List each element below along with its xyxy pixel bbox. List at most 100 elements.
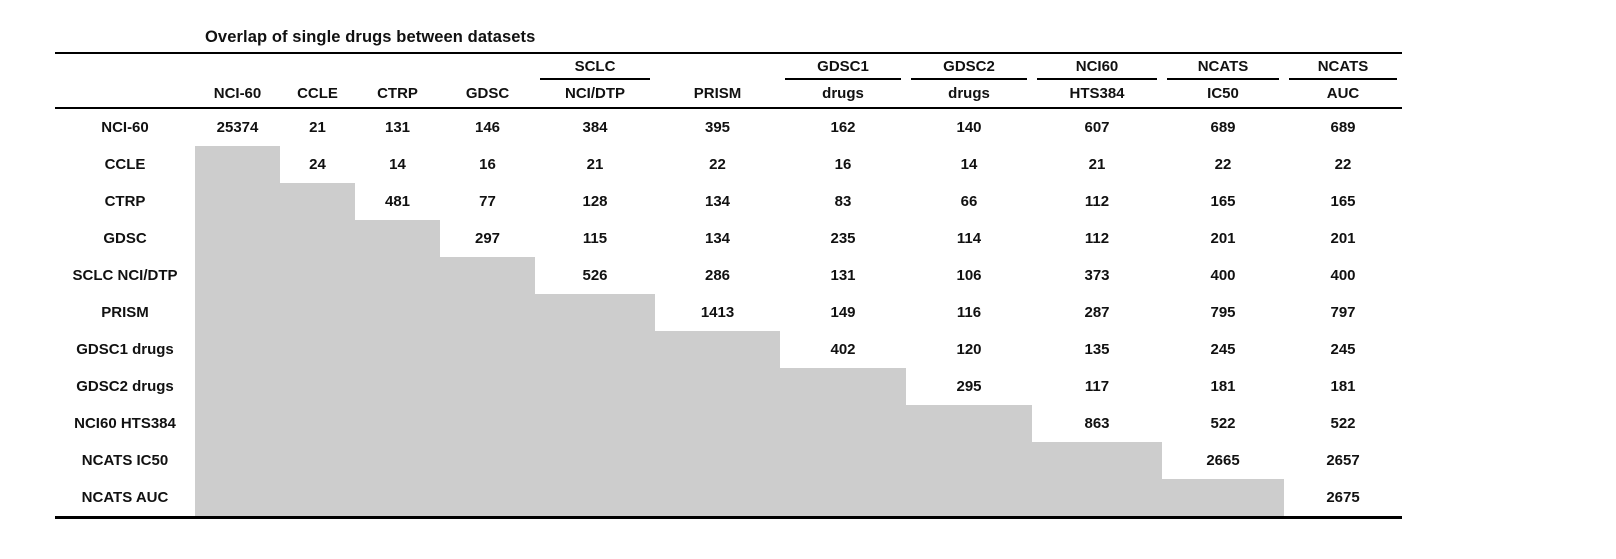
value-cell: 120 <box>956 341 982 358</box>
overlap-table-container: Overlap of single drugs between datasets… <box>55 24 1402 519</box>
value-cell: 21 <box>586 156 604 173</box>
group-header-label: GDSC1 <box>785 58 901 80</box>
masked-cell <box>195 146 280 183</box>
column-header: AUC <box>1284 80 1402 109</box>
group-header-empty <box>440 54 535 80</box>
value-cell: 162 <box>830 119 856 136</box>
value-cell: 25374 <box>216 119 259 136</box>
column-header: NCI-60 <box>195 80 280 109</box>
row-label: NCI60 HTS384 <box>74 415 176 432</box>
value-cell: 134 <box>704 230 731 247</box>
value-cell: 22 <box>1334 156 1352 173</box>
masked-cell <box>280 294 355 331</box>
value-cell: 112 <box>1084 230 1110 247</box>
masked-cell <box>1032 479 1162 519</box>
row-label: NCATS IC50 <box>81 452 169 469</box>
value-cell: 116 <box>956 304 982 321</box>
group-header-label: NCATS <box>1167 58 1279 80</box>
masked-cell <box>355 368 440 405</box>
column-header: drugs <box>780 80 906 109</box>
group-header: SCLC <box>535 54 655 80</box>
value-cell: 146 <box>474 119 501 136</box>
value-cell: 400 <box>1330 267 1356 284</box>
masked-cell <box>655 368 780 405</box>
value-cell: 181 <box>1210 378 1236 395</box>
value-cell: 131 <box>830 267 856 284</box>
masked-cell <box>655 479 780 519</box>
masked-cell <box>440 294 535 331</box>
value-cell: 795 <box>1210 304 1236 321</box>
corner-cell <box>55 54 195 80</box>
value-cell: 114 <box>956 230 982 247</box>
value-cell: 287 <box>1084 304 1110 321</box>
masked-cell <box>195 257 280 294</box>
masked-cell <box>280 183 355 220</box>
masked-cell <box>195 220 280 257</box>
masked-cell <box>780 479 906 519</box>
column-header: GDSC <box>440 80 535 109</box>
value-cell: 286 <box>704 267 731 284</box>
value-cell: 689 <box>1330 119 1356 136</box>
group-header-empty <box>355 54 440 80</box>
group-header-label: NCI60 <box>1037 58 1157 80</box>
value-cell: 481 <box>384 193 411 210</box>
masked-cell <box>355 294 440 331</box>
masked-cell <box>440 405 535 442</box>
row-label: GDSC2 drugs <box>76 378 174 395</box>
table-row: NCATS IC50 2665 2657 <box>55 442 1402 479</box>
masked-cell <box>355 331 440 368</box>
group-header-empty <box>280 54 355 80</box>
value-cell: 863 <box>1084 415 1110 432</box>
row-label: NCATS AUC <box>55 479 195 519</box>
masked-cell <box>906 442 1032 479</box>
value-cell: 22 <box>709 156 726 173</box>
masked-cell <box>535 442 655 479</box>
value-cell: 77 <box>479 193 496 210</box>
masked-cell <box>280 257 355 294</box>
masked-cell <box>280 405 355 442</box>
group-header-empty <box>655 54 780 80</box>
group-header-label: GDSC2 <box>911 58 1027 80</box>
masked-cell <box>355 479 440 519</box>
value-cell: 14 <box>960 156 978 173</box>
value-cell: 112 <box>1084 193 1110 210</box>
masked-cell <box>280 479 355 519</box>
table-row: GDSC1 drugs 402 120 135 245 245 <box>55 331 1402 368</box>
table-title: Overlap of single drugs between datasets <box>55 24 1402 54</box>
corner-cell <box>55 80 195 109</box>
masked-cell <box>535 479 655 519</box>
value-cell: 117 <box>1084 378 1110 395</box>
masked-cell <box>780 405 906 442</box>
table-row: NCI-60 25374 21 131 146 384 395 162 140 607 689 689 <box>55 108 1402 146</box>
value-cell: 400 <box>1210 267 1236 284</box>
table-row: PRISM 1413 149 116 287 795 797 <box>55 294 1402 331</box>
masked-cell <box>906 405 1032 442</box>
masked-cell <box>355 442 440 479</box>
masked-cell <box>355 220 440 257</box>
masked-cell <box>195 442 280 479</box>
masked-cell <box>535 331 655 368</box>
table-row: SCLC NCI/DTP 526 286 131 106 373 400 400 <box>55 257 1402 294</box>
masked-cell <box>280 442 355 479</box>
masked-cell <box>355 257 440 294</box>
masked-cell <box>280 220 355 257</box>
value-cell: 140 <box>956 119 982 136</box>
row-label: PRISM <box>101 304 149 321</box>
group-header-label: NCATS <box>1289 58 1397 80</box>
group-header: NCATS <box>1284 54 1402 80</box>
masked-cell <box>440 257 535 294</box>
masked-cell <box>195 368 280 405</box>
column-header: CCLE <box>280 80 355 109</box>
row-label: NCI-60 <box>101 119 149 136</box>
table-row: GDSC 297 115 134 235 114 112 201 201 <box>55 220 1402 257</box>
masked-cell <box>440 442 535 479</box>
masked-cell <box>655 405 780 442</box>
row-label: GDSC1 drugs <box>76 341 174 358</box>
value-cell: 2657 <box>1326 452 1360 469</box>
table-row: CTRP 481 77 128 134 83 66 112 165 165 <box>55 183 1402 220</box>
masked-cell <box>906 479 1032 519</box>
masked-cell <box>440 479 535 519</box>
value-cell: 245 <box>1210 341 1236 358</box>
masked-cell <box>195 294 280 331</box>
